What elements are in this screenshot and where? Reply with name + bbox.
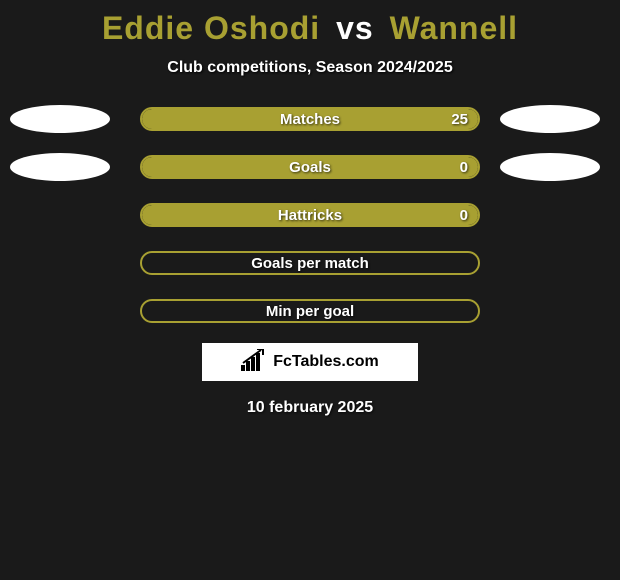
stat-row: Hattricks 0 bbox=[0, 203, 620, 227]
stat-row: Min per goal bbox=[0, 299, 620, 323]
stat-label: Hattricks bbox=[278, 207, 342, 224]
stat-label: Min per goal bbox=[266, 303, 354, 320]
page-title: Eddie Oshodi vs Wannell bbox=[102, 10, 518, 47]
stat-value-right: 25 bbox=[451, 111, 468, 128]
comparison-container: Eddie Oshodi vs Wannell Club competition… bbox=[0, 0, 620, 417]
stat-bar: Goals 0 bbox=[140, 155, 480, 179]
stat-bar: Min per goal bbox=[140, 299, 480, 323]
chart-bars-icon bbox=[241, 349, 267, 376]
stat-value-right: 0 bbox=[460, 207, 468, 224]
branding-badge: FcTables.com bbox=[202, 343, 418, 381]
stat-bar: Hattricks 0 bbox=[140, 203, 480, 227]
stat-row: Goals 0 bbox=[0, 155, 620, 179]
date-text: 10 february 2025 bbox=[247, 399, 373, 417]
title-player1: Eddie Oshodi bbox=[102, 10, 320, 46]
stat-row: Goals per match bbox=[0, 251, 620, 275]
stat-label: Matches bbox=[280, 111, 340, 128]
player-value-ellipse-right bbox=[500, 105, 600, 133]
title-player2: Wannell bbox=[390, 10, 518, 46]
stat-bar: Goals per match bbox=[140, 251, 480, 275]
player-value-ellipse-right bbox=[500, 153, 600, 181]
player-value-ellipse-left bbox=[10, 105, 110, 133]
title-vs: vs bbox=[336, 10, 374, 46]
subtitle: Club competitions, Season 2024/2025 bbox=[167, 59, 452, 77]
player-value-ellipse-left bbox=[10, 153, 110, 181]
stat-value-right: 0 bbox=[460, 159, 468, 176]
stat-row: Matches 25 bbox=[0, 107, 620, 131]
branding-text: FcTables.com bbox=[273, 353, 379, 371]
stats-area: Matches 25 Goals 0 Hattricks 0 Goals per match… bbox=[0, 107, 620, 323]
stat-bar: Matches 25 bbox=[140, 107, 480, 131]
stat-label: Goals per match bbox=[251, 255, 369, 272]
stat-label: Goals bbox=[289, 159, 331, 176]
